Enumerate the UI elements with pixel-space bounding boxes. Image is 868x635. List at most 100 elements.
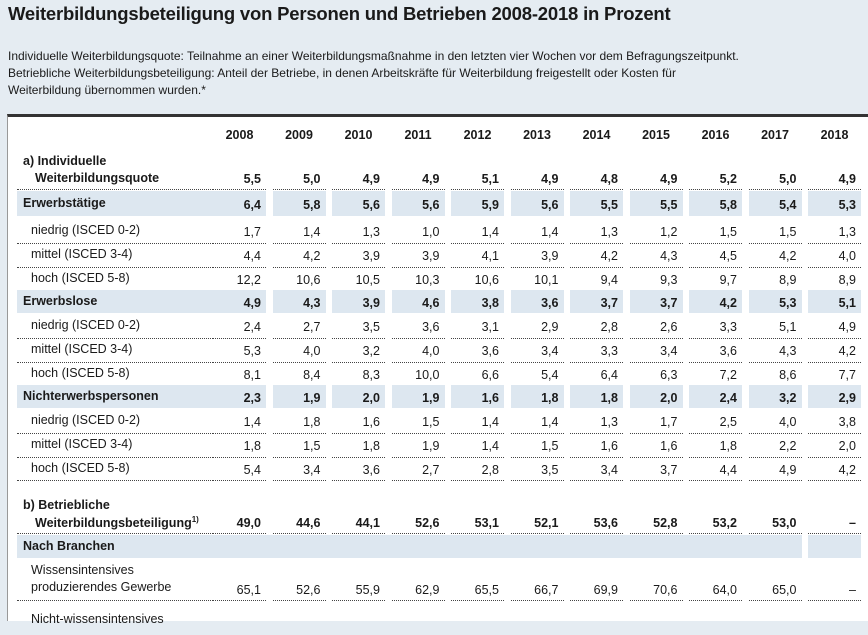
description-line: Betriebliche Weiterbildungsbeteiligung: …: [8, 66, 676, 80]
value: 4,9: [838, 320, 856, 334]
value: 69,9: [593, 583, 618, 597]
value-cell: 4,0: [272, 338, 326, 363]
value: 5,3: [779, 295, 797, 310]
value: 3,9: [362, 249, 380, 263]
value: 1,7: [660, 415, 678, 429]
value: 70,6: [653, 583, 678, 597]
value: 5,5: [243, 172, 261, 186]
value: 5,0: [779, 172, 797, 186]
value-cell: –: [808, 560, 861, 601]
value-cell: 2,2: [748, 433, 802, 458]
value-cell: 3,9: [391, 243, 445, 268]
value: 3,5: [362, 320, 380, 334]
value: 2,8: [481, 462, 499, 477]
value: 10,3: [415, 272, 440, 287]
value: 2,9: [838, 390, 856, 405]
value: 8,4: [303, 367, 321, 382]
value-cell: 2,8: [570, 314, 623, 339]
value-cell: 4,2: [808, 338, 861, 363]
value-cell: 10,1: [510, 267, 564, 291]
value: 4,9: [362, 172, 380, 186]
row-label-line: mittel (ISCED 3-4): [31, 342, 133, 356]
value: 8,9: [779, 272, 797, 287]
value: 4,2: [838, 462, 856, 477]
value-cell: 1,6: [570, 433, 623, 458]
value-cell: 3,4: [272, 457, 326, 481]
column-header: 2009: [285, 128, 313, 142]
value-cell: 10,0: [391, 362, 445, 386]
value-cell: 4,9: [748, 457, 802, 481]
value: 44,6: [296, 516, 321, 530]
value: 10,1: [534, 272, 559, 287]
value: 5,4: [779, 197, 797, 212]
value: 4,9: [243, 295, 261, 310]
value: 9,7: [719, 272, 737, 287]
row-label-line: a) Individuelle: [23, 154, 107, 168]
value-cell: 5,4: [213, 457, 266, 481]
value-cell: 3,2: [332, 338, 385, 363]
value: 1,4: [481, 225, 499, 239]
value: 52,8: [653, 516, 678, 530]
value: 4,9: [838, 172, 856, 186]
value-cell: 1,4: [451, 219, 504, 244]
value-cell: 1,5: [391, 409, 445, 434]
value-cell: 4,9: [332, 151, 385, 190]
value: 1,6: [481, 390, 499, 405]
row-label: niedrig (ISCED 0-2): [17, 219, 213, 244]
value: 2,7: [303, 320, 321, 334]
value: 4,2: [600, 249, 618, 263]
value-cell: 10,6: [451, 267, 504, 291]
value: 4,3: [303, 295, 321, 310]
value-cell: 4,2: [689, 290, 742, 313]
value: 2,0: [362, 390, 380, 405]
value: 1,8: [243, 439, 261, 453]
value-cell: 1,7: [213, 219, 266, 244]
value-cell: 3,9: [332, 290, 385, 313]
value: 5,4: [243, 462, 261, 477]
value: 5,0: [303, 172, 321, 186]
value-cell: 8,9: [748, 267, 802, 291]
value-cell: 8,4: [272, 362, 326, 386]
value: 5,6: [541, 197, 559, 212]
value: 65,1: [236, 583, 261, 597]
value-cell: 6,4: [570, 362, 623, 386]
row-label-line: hoch (ISCED 5-8): [31, 270, 130, 285]
row-label: Erwerbstätige: [17, 191, 213, 216]
value-cell: 2,9: [808, 385, 861, 408]
value: 8,1: [243, 367, 261, 382]
value: 44,1: [355, 516, 380, 530]
value: 4,5: [719, 249, 737, 263]
value: 55,9: [355, 583, 380, 597]
value-cell: 10,3: [391, 267, 445, 291]
value-cell: 1,4: [272, 219, 326, 244]
value: 2,9: [541, 320, 559, 334]
row-label: niedrig (ISCED 0-2): [17, 409, 213, 434]
value: 6,6: [481, 367, 499, 382]
value-cell: 2,8: [451, 457, 504, 481]
value-cell: 3,7: [570, 290, 623, 313]
value-cell: 1,9: [391, 433, 445, 458]
value: 4,4: [719, 462, 737, 477]
value: 1,7: [243, 225, 261, 239]
value: 5,3: [243, 344, 261, 358]
value: 52,6: [415, 516, 440, 530]
column-header: 2011: [404, 128, 432, 142]
value: 5,6: [422, 197, 440, 212]
value-cell: 52,8: [629, 495, 683, 534]
value: 1,6: [660, 439, 678, 453]
row-label: mittel (ISCED 3-4): [17, 243, 213, 268]
value-cell: 3,6: [391, 314, 445, 339]
value-cell: 53,2: [689, 495, 742, 534]
value: 2,4: [243, 320, 261, 334]
value-cell: 5,3: [808, 191, 861, 216]
value: 3,7: [660, 295, 678, 310]
value: 3,6: [481, 344, 499, 358]
row-label-line: niedrig (ISCED 0-2): [31, 413, 141, 427]
value-cell: 6,4: [213, 191, 266, 216]
value-cell: 65,5: [451, 560, 504, 601]
value: 8,9: [838, 272, 856, 287]
value-cell: 8,6: [748, 362, 802, 386]
value: 4,0: [779, 415, 797, 429]
value: 1,3: [600, 415, 618, 429]
value: 2,0: [838, 439, 856, 453]
